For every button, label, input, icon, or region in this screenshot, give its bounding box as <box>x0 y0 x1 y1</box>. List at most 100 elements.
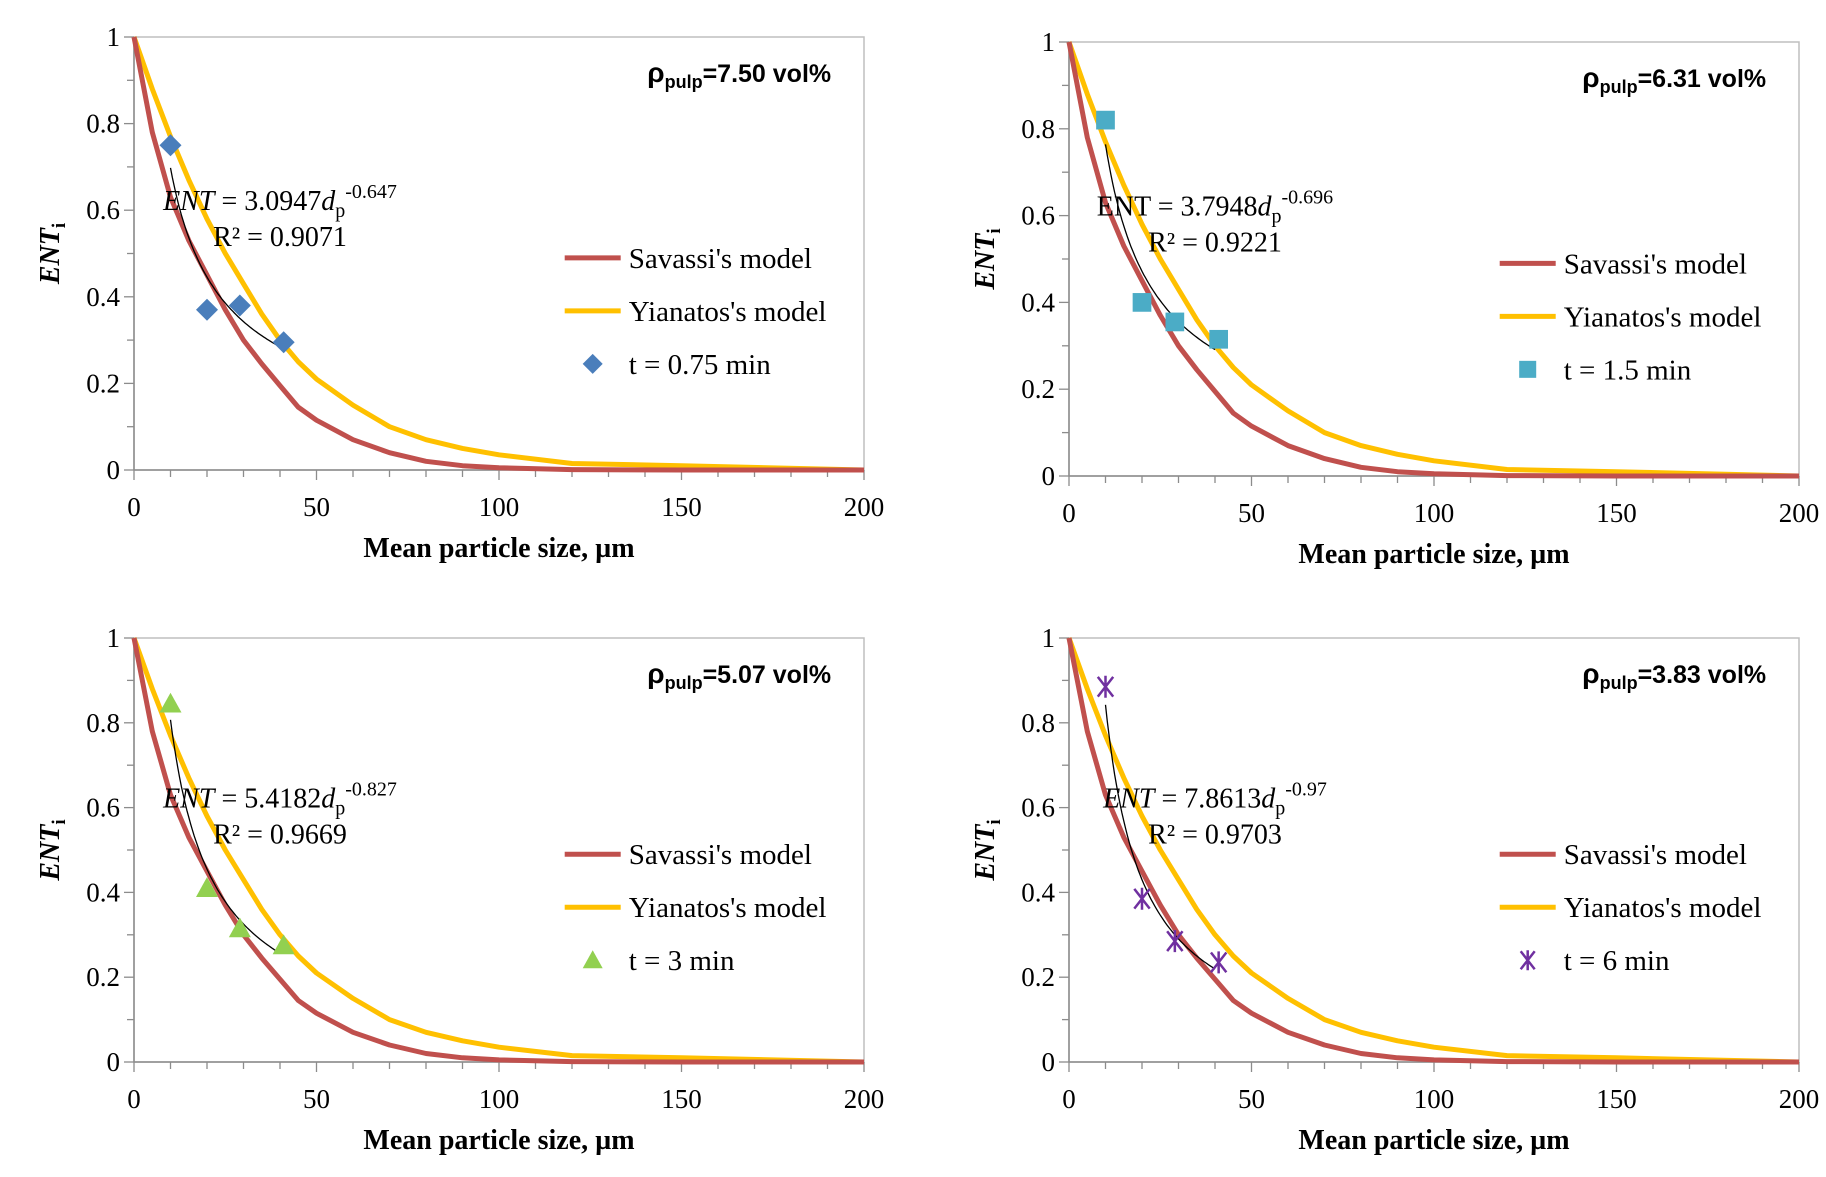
y-tick-label: 0.2 <box>1021 962 1055 992</box>
x-tick-label: 100 <box>479 1084 520 1114</box>
legend-points-label: t = 0.75 min <box>629 349 772 381</box>
legend-yianatos-label: Yianatos's model <box>629 892 827 924</box>
fit-equation-coef: = 3.0947 <box>214 186 321 217</box>
annotation-symbol: ρ <box>1582 62 1599 93</box>
chart-panel-3: 0 50 100 150 200 0 0.2 0.4 0.6 0.8 1 Mean particle … <box>35 623 884 1156</box>
y-tick-label: 0.6 <box>86 793 120 823</box>
x-tick-label: 150 <box>1596 498 1637 528</box>
y-tick-label: 1 <box>1042 27 1056 57</box>
y-axis-label-sub: i <box>49 819 70 824</box>
x-axis-label: Mean particle size, µm <box>1298 539 1569 570</box>
power-fit-line <box>169 719 281 954</box>
data-point-square <box>1519 360 1537 378</box>
fit-equation: ENT = 5.4182dp-0.827 <box>162 779 397 820</box>
pulp-density-annotation: ρpulp=7.50 vol% <box>647 57 831 92</box>
savassi-model-line <box>1066 41 1799 479</box>
x-tick-label: 200 <box>1779 1084 1820 1114</box>
x-tick-label: 200 <box>1779 498 1820 528</box>
y-axis-label-sub: i <box>49 223 70 228</box>
fit-equation-exp: -0.97 <box>1285 779 1327 801</box>
legend-points-label: t = 6 min <box>1564 945 1670 977</box>
y-tick-label: 0.4 <box>86 877 120 907</box>
fit-equation-sub: p <box>335 200 345 222</box>
y-tick-label: 1 <box>107 623 121 653</box>
annotation-sub: pulp <box>1600 77 1638 97</box>
annotation-symbol: ρ <box>647 57 664 88</box>
data-point-diamond <box>196 298 218 321</box>
y-axis-label-sub: i <box>984 228 1005 233</box>
fit-equation-exp: -0.696 <box>1282 187 1334 209</box>
yianatos-model-line <box>131 637 865 1065</box>
y-tick-label: 0.4 <box>1021 877 1055 907</box>
fit-equation: ENT = 3.7948dp-0.696 <box>1097 187 1333 228</box>
chart-panel-1: 0 50 100 150 200 0 0.2 0.4 0.6 0.8 1 Mean particle … <box>35 22 884 564</box>
y-axis-label-sub: i <box>984 819 1005 824</box>
fit-equation-var: d <box>1258 192 1273 223</box>
fit-equation: ENT = 3.0947dp-0.647 <box>162 181 397 222</box>
y-axis-label-main: ENT <box>970 232 1001 291</box>
data-point-triangle <box>159 692 182 713</box>
power-fit-line <box>1104 704 1216 970</box>
legend-yianatos-label: Yianatos's model <box>629 296 827 328</box>
y-tick-label: 0.2 <box>86 962 120 992</box>
fit-equation-lhs: ENT <box>1102 784 1157 815</box>
y-tick-label: 0.6 <box>1021 793 1055 823</box>
pulp-density-annotation: ρpulp=3.83 vol% <box>1582 658 1766 693</box>
y-axis-label: ENTi <box>970 819 1005 881</box>
data-point-diamond <box>228 294 251 317</box>
x-axis-label: Mean particle size, µm <box>1298 1125 1569 1156</box>
data-point-asterisk <box>1519 950 1536 971</box>
legend-savassi-label: Savassi's model <box>629 243 812 275</box>
annotation-symbol: ρ <box>647 658 664 689</box>
annotation-sub: pulp <box>1600 673 1638 693</box>
annotation-value: =6.31 vol% <box>1638 65 1767 93</box>
annotation-value: =7.50 vol% <box>703 60 832 88</box>
x-tick-label: 0 <box>127 492 141 522</box>
y-tick-label: 0.2 <box>1021 374 1055 404</box>
data-point-square <box>1209 329 1228 349</box>
fit-r-squared: R² = 0.9221 <box>1148 228 1282 259</box>
fit-equation-lhs: ENT <box>1097 192 1151 223</box>
data-point-square <box>1132 293 1152 312</box>
fit-equation-sub: p <box>1275 798 1285 820</box>
x-tick-label: 150 <box>661 492 702 522</box>
y-tick-label: 0.8 <box>86 708 120 738</box>
fit-equation-sub: p <box>1272 206 1282 228</box>
savassi-model-line <box>1066 637 1799 1065</box>
y-tick-label: 1 <box>1042 623 1056 653</box>
x-tick-label: 0 <box>127 1084 141 1114</box>
legend-yianatos-label: Yianatos's model <box>1564 892 1762 924</box>
power-fit-line <box>169 167 281 348</box>
data-point-asterisk <box>1096 675 1115 698</box>
data-point-diamond <box>582 353 603 374</box>
fit-equation-var: d <box>321 186 336 217</box>
data-point-asterisk <box>1166 930 1184 953</box>
legend-points-label: t = 1.5 min <box>1564 354 1692 386</box>
fit-equation-coef: = 7.8613 <box>1154 784 1261 815</box>
y-axis-label-main: ENT <box>35 823 66 882</box>
y-tick-label: 0.8 <box>86 109 120 139</box>
y-tick-label: 0.8 <box>1021 114 1055 144</box>
x-tick-label: 150 <box>661 1084 702 1114</box>
chart-panel-4: 0 50 100 150 200 0 0.2 0.4 0.6 0.8 1 Mean particle … <box>970 623 1819 1156</box>
x-tick-label: 100 <box>1414 1084 1455 1114</box>
savassi-model-line <box>131 637 864 1065</box>
data-point-diamond <box>272 331 295 354</box>
x-tick-label: 100 <box>1414 498 1455 528</box>
fit-equation-exp: -0.647 <box>345 181 397 203</box>
y-tick-label: 0.6 <box>1021 201 1055 231</box>
annotation-value: =3.83 vol% <box>1638 661 1767 689</box>
pulp-density-annotation: ρpulp=6.31 vol% <box>1582 62 1766 97</box>
y-tick-label: 0.6 <box>86 195 120 225</box>
fit-equation-sub: p <box>335 798 345 820</box>
x-tick-label: 200 <box>844 1084 885 1114</box>
legend-yianatos-label: Yianatos's model <box>1564 301 1762 333</box>
legend-savassi-label: Savassi's model <box>629 839 812 871</box>
fit-equation-var: d <box>1261 784 1276 815</box>
x-tick-label: 200 <box>844 492 885 522</box>
x-tick-label: 50 <box>303 1084 330 1114</box>
fit-equation-lhs: ENT <box>162 784 217 815</box>
fit-r-squared: R² = 0.9669 <box>213 820 347 851</box>
chart-panel-2: 0 50 100 150 200 0 0.2 0.4 0.6 0.8 1 Mean particle … <box>970 27 1819 570</box>
y-tick-label: 0.2 <box>86 368 120 398</box>
